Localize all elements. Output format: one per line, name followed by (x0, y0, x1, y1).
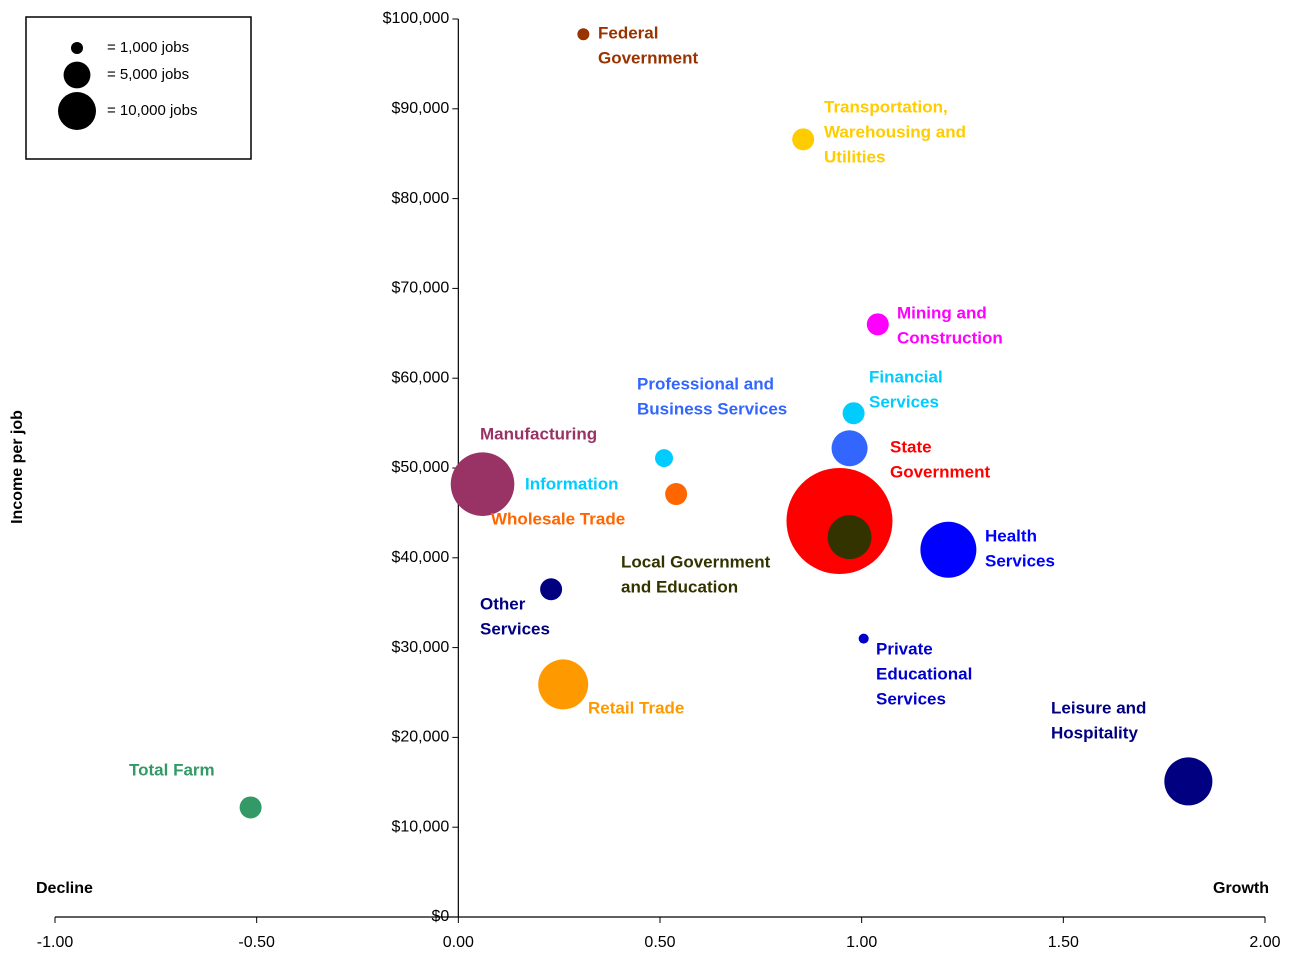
legend-label: = 1,000 jobs (107, 39, 189, 56)
bubble-label: Services (869, 392, 939, 411)
x-tick-label: 2.00 (1249, 934, 1280, 951)
bubble-label: and Education (621, 577, 738, 596)
bubble-label: Other (480, 594, 526, 613)
bubble (1164, 757, 1213, 806)
bubble (858, 633, 869, 644)
bubble-label: Transportation, (824, 97, 948, 116)
bubble-label: Services (985, 551, 1055, 570)
bubble-label: Government (598, 48, 698, 67)
bubble (842, 402, 865, 425)
bubble (540, 578, 563, 601)
bubble-label: Retail Trade (588, 698, 684, 717)
x-tick-label: 1.50 (1048, 934, 1079, 951)
bubble-label: Wholesale Trade (491, 509, 625, 528)
bubble (538, 659, 589, 710)
legend-bubble (70, 41, 84, 55)
bubble-label: Educational (876, 664, 972, 683)
y-tick-label: $100,000 (383, 10, 450, 27)
bubble-label: Local Government (621, 552, 771, 571)
legend-label: = 10,000 jobs (107, 102, 198, 119)
y-axis-label: Income per job (9, 410, 26, 524)
decline-note: Decline (36, 880, 93, 897)
bubble-label: Professional and (637, 374, 774, 393)
bubble (239, 796, 262, 819)
bubble-label: Warehousing and (824, 122, 966, 141)
bubble (827, 515, 872, 560)
bubble-label: Health (985, 526, 1037, 545)
bubble-label: Information (525, 474, 619, 493)
bubble (665, 483, 688, 506)
bubble-label: Business Services (637, 399, 787, 418)
bubble (920, 521, 977, 578)
y-tick-label: $30,000 (391, 639, 449, 656)
y-tick-label: $10,000 (391, 818, 449, 835)
bubble-label: Construction (897, 328, 1003, 347)
x-tick-label: 0.50 (644, 934, 675, 951)
bubble-label: Mining and (897, 303, 987, 322)
x-tick-label: 0.00 (443, 934, 474, 951)
x-tick-label: -1.00 (37, 934, 74, 951)
bubble-label: Leisure and (1051, 698, 1146, 717)
legend-bubble (63, 61, 91, 89)
bubble (831, 430, 868, 467)
y-tick-label: $90,000 (391, 100, 449, 117)
bubble (866, 313, 889, 336)
bubble (450, 452, 515, 516)
bubble-label: Federal (598, 23, 658, 42)
bubble-label: Manufacturing (480, 424, 597, 443)
bubble-label: Services (480, 619, 550, 638)
bubble (792, 128, 815, 151)
y-tick-label: $80,000 (391, 190, 449, 207)
x-tick-label: 1.00 (846, 934, 877, 951)
bubble-label: Hospitality (1051, 723, 1138, 742)
legend-label: = 5,000 jobs (107, 66, 189, 83)
y-tick-label: $40,000 (391, 549, 449, 566)
y-tick-label: $60,000 (391, 369, 449, 386)
y-tick-label: $0 (432, 908, 450, 925)
growth-note: Growth (1213, 880, 1269, 897)
y-tick-label: $20,000 (391, 729, 449, 746)
bubble-label: Government (890, 462, 990, 481)
legend-box (25, 16, 252, 160)
bubble (577, 28, 590, 41)
legend-bubble (58, 92, 96, 130)
y-tick-label: $70,000 (391, 280, 449, 297)
bubble-label: Financial (869, 367, 943, 386)
bubble-label: Utilities (824, 147, 885, 166)
bubble (655, 449, 674, 468)
x-tick-label: -0.50 (238, 934, 275, 951)
y-tick-label: $50,000 (391, 459, 449, 476)
bubble-label: Total Farm (129, 760, 215, 779)
bubble-label: State (890, 437, 932, 456)
bubble-label: Services (876, 689, 946, 708)
bubble-label: Private (876, 639, 933, 658)
